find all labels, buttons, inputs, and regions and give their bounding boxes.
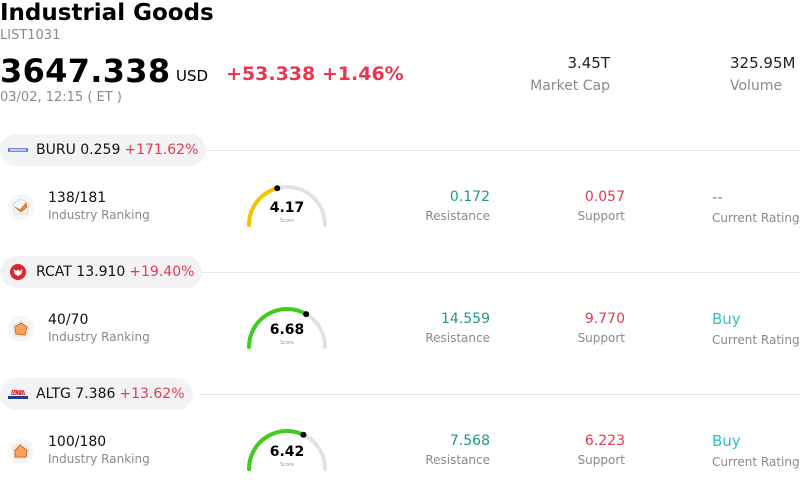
- stock-change-percent: +19.40%: [129, 264, 195, 280]
- score-gauge: 6.42 Score: [246, 424, 336, 472]
- score-label: Score: [279, 462, 294, 468]
- volume-value: 325.95M: [730, 54, 796, 72]
- page-title: Industrial Goods: [0, 0, 214, 26]
- score-value: 4.17: [269, 200, 305, 216]
- stock-pill[interactable]: RCAT 13.910 +19.40%: [0, 256, 203, 288]
- support-value: 0.057: [584, 189, 625, 205]
- resistance-value: 0.172: [449, 189, 490, 205]
- altg-logo-icon: ALTG: [8, 387, 28, 401]
- svg-text:ALTG: ALTG: [12, 391, 25, 397]
- score-gauge-marker: [303, 311, 310, 318]
- support-label: Support: [577, 209, 625, 223]
- row-divider: [200, 272, 800, 273]
- index-price: 3647.338: [0, 52, 171, 90]
- support-label: Support: [577, 331, 625, 345]
- resistance-label: Resistance: [425, 209, 490, 223]
- score-gauge-arc: [247, 307, 327, 349]
- score-value: 6.68: [269, 322, 305, 338]
- industry-ranking-icon: [8, 194, 34, 220]
- score-gauge-fill: [247, 429, 306, 471]
- stock-pill[interactable]: BURU 0.259 +171.62%: [0, 134, 207, 166]
- current-rating-value[interactable]: Buy: [712, 432, 741, 450]
- stock-symbol-price: BURU 0.259: [36, 142, 121, 158]
- resistance-label: Resistance: [425, 331, 490, 345]
- score-value: 6.42: [269, 444, 305, 460]
- current-rating-value[interactable]: --: [712, 188, 723, 206]
- support-value: 6.223: [584, 433, 625, 449]
- industry-ranking-icon: [8, 316, 34, 342]
- industry-ranking-label: Industry Ranking: [48, 330, 150, 344]
- market-cap-label: Market Cap: [530, 78, 610, 94]
- row-divider: [200, 150, 800, 151]
- rcat-logo-icon: [8, 264, 28, 280]
- industry-ranking-value: 138/181: [48, 190, 107, 206]
- stock-change-percent: +13.62%: [119, 386, 185, 402]
- resistance-value: 7.568: [449, 433, 490, 449]
- industry-ranking-value: 40/70: [48, 312, 89, 328]
- industry-ranking-icon: [8, 438, 34, 464]
- index-code: LIST1031: [0, 28, 61, 43]
- score-gauge-marker: [300, 431, 307, 438]
- stock-pill[interactable]: ALTG ALTG 7.386 +13.62%: [0, 378, 193, 410]
- current-rating-label: Current Rating: [712, 211, 800, 225]
- support-value: 9.770: [584, 311, 625, 327]
- buru-logo-icon: [8, 143, 28, 157]
- score-label: Score: [279, 340, 294, 346]
- row-divider: [200, 394, 800, 395]
- price-change-value: +53.338: [226, 63, 316, 85]
- price-change: +53.338 +1.46%: [226, 63, 404, 85]
- stock-symbol-price: ALTG 7.386: [36, 386, 116, 402]
- resistance-label: Resistance: [425, 453, 490, 467]
- score-gauge: 6.68 Score: [246, 302, 336, 350]
- current-rating-value[interactable]: Buy: [712, 310, 741, 328]
- current-rating-label: Current Rating: [712, 455, 800, 469]
- score-gauge-fill: [247, 186, 280, 227]
- industry-ranking-value: 100/180: [48, 434, 107, 450]
- timestamp: 03/02, 12:15 ( ET ): [0, 90, 122, 105]
- score-gauge-marker: [274, 185, 281, 192]
- score-label: Score: [279, 218, 294, 224]
- stock-change-percent: +171.62%: [124, 142, 199, 158]
- score-gauge-fill: [247, 307, 309, 349]
- score-gauge: 4.17 Score: [246, 180, 336, 228]
- current-rating-label: Current Rating: [712, 333, 800, 347]
- score-gauge-arc: [247, 185, 327, 227]
- price-change-percent: +1.46%: [321, 63, 404, 85]
- volume-label: Volume: [730, 78, 783, 94]
- resistance-value: 14.559: [441, 311, 490, 327]
- currency-label: USD: [176, 67, 209, 85]
- industry-ranking-label: Industry Ranking: [48, 208, 150, 222]
- score-gauge-arc: [247, 429, 327, 471]
- industry-ranking-label: Industry Ranking: [48, 452, 150, 466]
- stock-symbol-price: RCAT 13.910: [36, 264, 126, 280]
- market-cap-value: 3.45T: [567, 54, 610, 72]
- support-label: Support: [577, 453, 625, 467]
